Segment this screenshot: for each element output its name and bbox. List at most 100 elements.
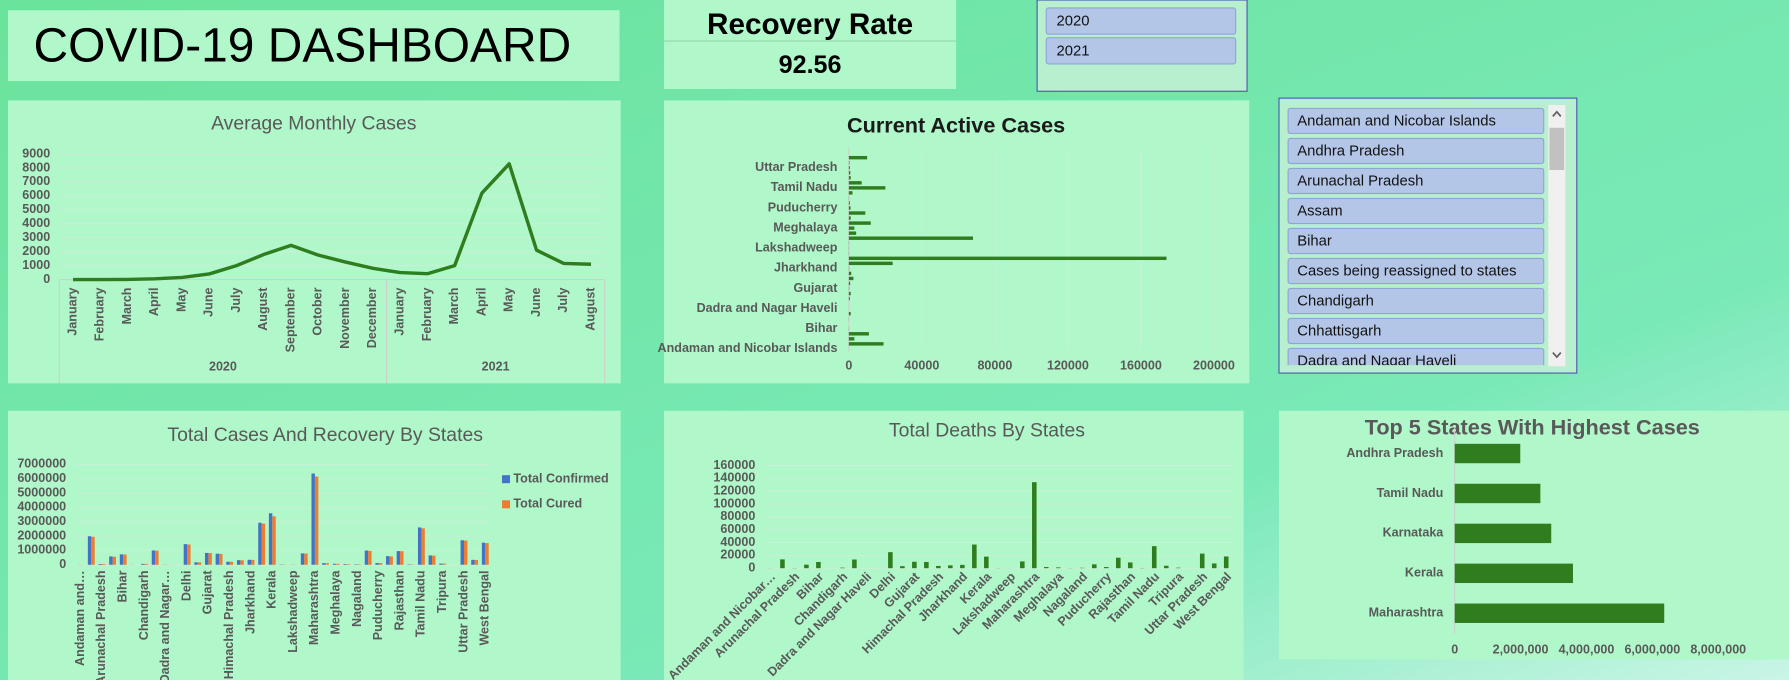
bar (485, 543, 489, 565)
x-tick-label: August (256, 287, 270, 331)
slicer-item[interactable] (1287, 257, 1545, 285)
scroll-up[interactable] (1552, 110, 1562, 117)
bar (1454, 603, 1665, 623)
bar (101, 564, 106, 565)
bar (183, 544, 188, 565)
x-tick-label: 40000 (904, 359, 939, 373)
y-tick-label: Gujarat (794, 281, 839, 295)
bar (247, 559, 252, 565)
x-tick-label: 6,000,000 (1624, 643, 1680, 657)
slicer-item[interactable] (1287, 287, 1545, 315)
legend-swatch (502, 500, 511, 509)
bar (123, 554, 127, 565)
x-tick-label: 2,000,000 (1493, 643, 1549, 657)
y-tick-label: 7000 (22, 174, 50, 188)
bar (852, 559, 857, 569)
bar (204, 552, 209, 565)
bar (194, 562, 198, 565)
bar (848, 226, 855, 230)
slicer-item[interactable] (1287, 317, 1545, 345)
bar (1454, 563, 1573, 584)
slicer-item[interactable] (1287, 197, 1545, 225)
bar (226, 561, 230, 565)
x-tick-label: January (393, 287, 407, 335)
bar (848, 176, 851, 180)
slicer-item[interactable] (1287, 227, 1545, 255)
slicer-item[interactable] (1287, 347, 1545, 373)
bar (1151, 546, 1157, 569)
y-tick-label: 5000 (22, 202, 50, 216)
y-tick-label: 0 (43, 272, 50, 286)
bar (236, 560, 241, 565)
y-tick-label: 2000000 (17, 528, 66, 542)
legend-label: Total Confirmed (513, 472, 608, 486)
y-tick-label: Jharkhand (774, 261, 837, 275)
bar (848, 236, 973, 240)
x-tick-label: Lakshadweep (286, 570, 300, 653)
slicer-item-label[interactable]: Dadra and Nagar Haveli (1297, 353, 1456, 369)
y-tick-label: Tamil Nadu (1377, 486, 1444, 500)
slicer-item[interactable] (1045, 37, 1237, 65)
slicer-item-label[interactable]: Assam (1297, 203, 1342, 219)
scrollbar-thumb[interactable] (1549, 127, 1565, 170)
kpi-value: 92.56 (779, 51, 842, 79)
slicer-item[interactable] (1287, 167, 1545, 195)
slicer-item-label[interactable]: Cases being reassigned to states (1297, 263, 1516, 279)
x-tick-label: Tripura (435, 569, 449, 613)
y-tick-label: 6000000 (17, 471, 66, 485)
legend-swatch (502, 475, 511, 484)
bar (151, 550, 156, 565)
chart-title: Average Monthly Cases (211, 112, 416, 134)
y-tick-label: 140000 (713, 471, 755, 485)
bar (1127, 562, 1133, 569)
x-tick-label: June (529, 288, 543, 317)
y-tick-label: 100000 (713, 496, 755, 510)
kpi-panel (664, 0, 957, 89)
scroll-down[interactable] (1552, 351, 1562, 359)
bar (474, 559, 479, 565)
y-tick-label: 40000 (720, 535, 755, 549)
x-tick-label: Delhi (179, 570, 193, 601)
x-tick-label: Bihar (116, 570, 130, 602)
slicer-item[interactable] (1287, 107, 1545, 135)
x-tick-label: Himachal Pradesh (222, 570, 236, 679)
slicer-item-label[interactable]: Chhattisgarh (1297, 323, 1381, 339)
x-tick-label: 200000 (1193, 359, 1235, 373)
slicer-item-label[interactable]: 2020 (1057, 14, 1090, 30)
slicer-item-label[interactable]: Arunachal Pradesh (1297, 173, 1423, 189)
chart-title: Current Active Cases (847, 112, 1065, 137)
x-tick-label: Maharashtra (307, 569, 321, 645)
bar (848, 216, 851, 220)
bar (848, 166, 850, 170)
y-tick-label: Meghalaya (773, 220, 838, 234)
x-tick-label: Dadra and Nagar… (158, 570, 172, 680)
bar (343, 564, 347, 565)
bar (1454, 483, 1541, 504)
x-tick-label: Puducherry (371, 570, 385, 640)
bar (336, 563, 340, 565)
bar (258, 522, 262, 565)
kpi-title: Recovery Rate (707, 8, 913, 41)
bar (386, 556, 390, 565)
x-tick-label: December (365, 287, 379, 348)
bar (460, 540, 464, 565)
slicer-item-label[interactable]: Andaman and Nicobar Islands (1297, 113, 1496, 129)
bar (848, 271, 852, 276)
slicer-item-label[interactable]: Chandigarh (1297, 293, 1374, 309)
bar (848, 206, 851, 210)
x-tick-label: April (147, 288, 161, 317)
chart-title: Total Deaths By States (889, 419, 1085, 441)
slicer-item[interactable] (1287, 137, 1545, 165)
slicer-item-label[interactable]: 2021 (1057, 43, 1090, 59)
y-tick-label: Dadra and Nagar Haveli (697, 301, 838, 315)
slicer-item[interactable] (1045, 7, 1237, 35)
x-tick-label: May (174, 288, 188, 312)
bar (900, 566, 905, 569)
slicer-item-label[interactable]: Bihar (1297, 233, 1332, 249)
bar (960, 564, 965, 569)
scrollbar[interactable] (1548, 104, 1566, 367)
y-tick-label: 6000 (22, 188, 50, 202)
y-tick-label: 120000 (713, 483, 755, 497)
slicer-item-label[interactable]: Andhra Pradesh (1297, 143, 1404, 159)
